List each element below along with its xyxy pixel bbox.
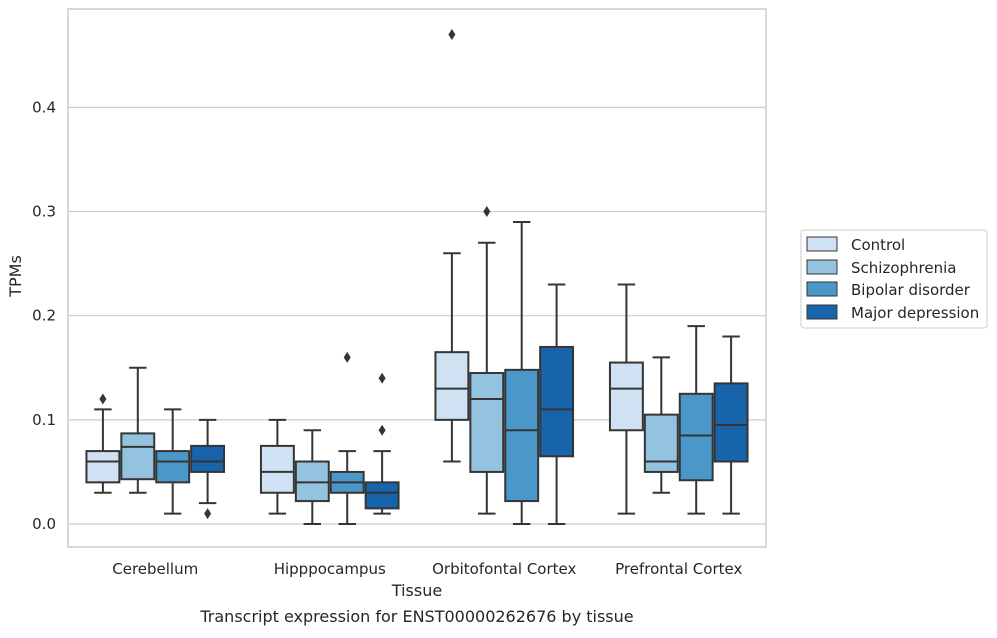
box-body-cerebellum-bipolar-disorder [155,450,191,484]
box-orbitofontal-cortex-schizophrenia [469,206,505,515]
box-cerebellum-control [85,393,121,494]
box-cerebellum-major-depression [190,418,226,520]
box-body-orbitofontal-cortex-major-depression [539,345,575,458]
outlier-orbitofontal-cortex-control-0 [448,28,456,40]
x-tick-label-cerebellum: Cerebellum [112,560,198,578]
legend-swatch-bipolar-disorder [806,281,838,297]
box-orbitofontal-cortex-major-depression [539,283,575,525]
y-axis-label: TPMs [6,255,25,298]
outlier-hipppocampus-bipolar-disorder-0 [343,351,351,363]
box-body-prefrontal-cortex-control [608,361,644,432]
x-tick-label-orbitofontal-cortex: Orbitofontal Cortex [432,560,576,578]
box-cerebellum-schizophrenia [120,366,156,494]
box-prefrontal-cortex-bipolar-disorder [678,325,714,515]
box-hipppocampus-schizophrenia [294,429,330,525]
y-tick-label-0-3: 0.3 [32,203,56,221]
box-body-cerebellum-major-depression [190,444,226,473]
x-tick-label-hipppocampus: Hipppocampus [274,560,386,578]
plot-area [85,28,749,525]
box-body-hipppocampus-control [259,444,295,494]
outlier-hipppocampus-major-depression-1 [378,424,386,436]
box-prefrontal-cortex-major-depression [713,335,749,515]
box-body-hipppocampus-major-depression [364,481,400,510]
box-orbitofontal-cortex-control [434,28,470,463]
y-tick-label-0-2: 0.2 [32,307,56,325]
box-body-hipppocampus-schizophrenia [294,460,330,503]
legend-frame [800,229,988,329]
legend-label-schizophrenia: Schizophrenia [851,259,956,277]
x-axis-label: Tissue [391,581,442,600]
box-prefrontal-cortex-schizophrenia [643,356,679,494]
x-tick-label-prefrontal-cortex: Prefrontal Cortex [615,560,742,578]
outlier-cerebellum-control-0 [99,393,107,405]
legend-label-bipolar-disorder: Bipolar disorder [851,281,971,299]
box-body-prefrontal-cortex-schizophrenia [643,413,679,473]
box-cerebellum-bipolar-disorder [155,408,191,515]
outlier-hipppocampus-major-depression-0 [378,372,386,384]
box-hipppocampus-bipolar-disorder [329,351,365,525]
legend-swatch-control [806,236,838,252]
box-body-cerebellum-schizophrenia [120,432,156,481]
box-body-orbitofontal-cortex-schizophrenia [469,371,505,473]
y-tick-label-0-1: 0.1 [32,411,56,429]
box-body-prefrontal-cortex-bipolar-disorder [678,392,714,482]
box-body-prefrontal-cortex-major-depression [713,382,749,463]
outlier-orbitofontal-cortex-schizophrenia-0 [483,206,491,218]
box-hipppocampus-major-depression [364,372,400,515]
box-body-orbitofontal-cortex-control [434,351,470,421]
box-orbitofontal-cortex-bipolar-disorder [504,220,540,525]
chart-caption: Transcript expression for ENST0000026267… [199,607,633,626]
outlier-cerebellum-major-depression-0 [204,508,212,520]
y-tick-label-0-0: 0.0 [32,515,56,533]
box-prefrontal-cortex-control [608,283,644,515]
legend-label-major-depression: Major depression [851,304,979,322]
box-hipppocampus-control [259,418,295,515]
box-body-orbitofontal-cortex-bipolar-disorder [504,368,540,503]
y-tick-label-0-4: 0.4 [32,98,56,116]
legend-swatch-major-depression [806,304,838,320]
legend-swatch-schizophrenia [806,259,838,275]
legend: Control Schizophrenia Bipolar disorder M… [800,229,988,329]
legend-label-control: Control [851,236,905,254]
x-axis-ticks: Cerebellum Hipppocampus Orbitofontal Corte… [112,560,742,578]
box-body-cerebellum-control [85,450,121,484]
plot-frame [67,8,767,548]
y-axis-ticks: 0.0 0.1 0.2 0.3 0.4 [32,98,56,533]
